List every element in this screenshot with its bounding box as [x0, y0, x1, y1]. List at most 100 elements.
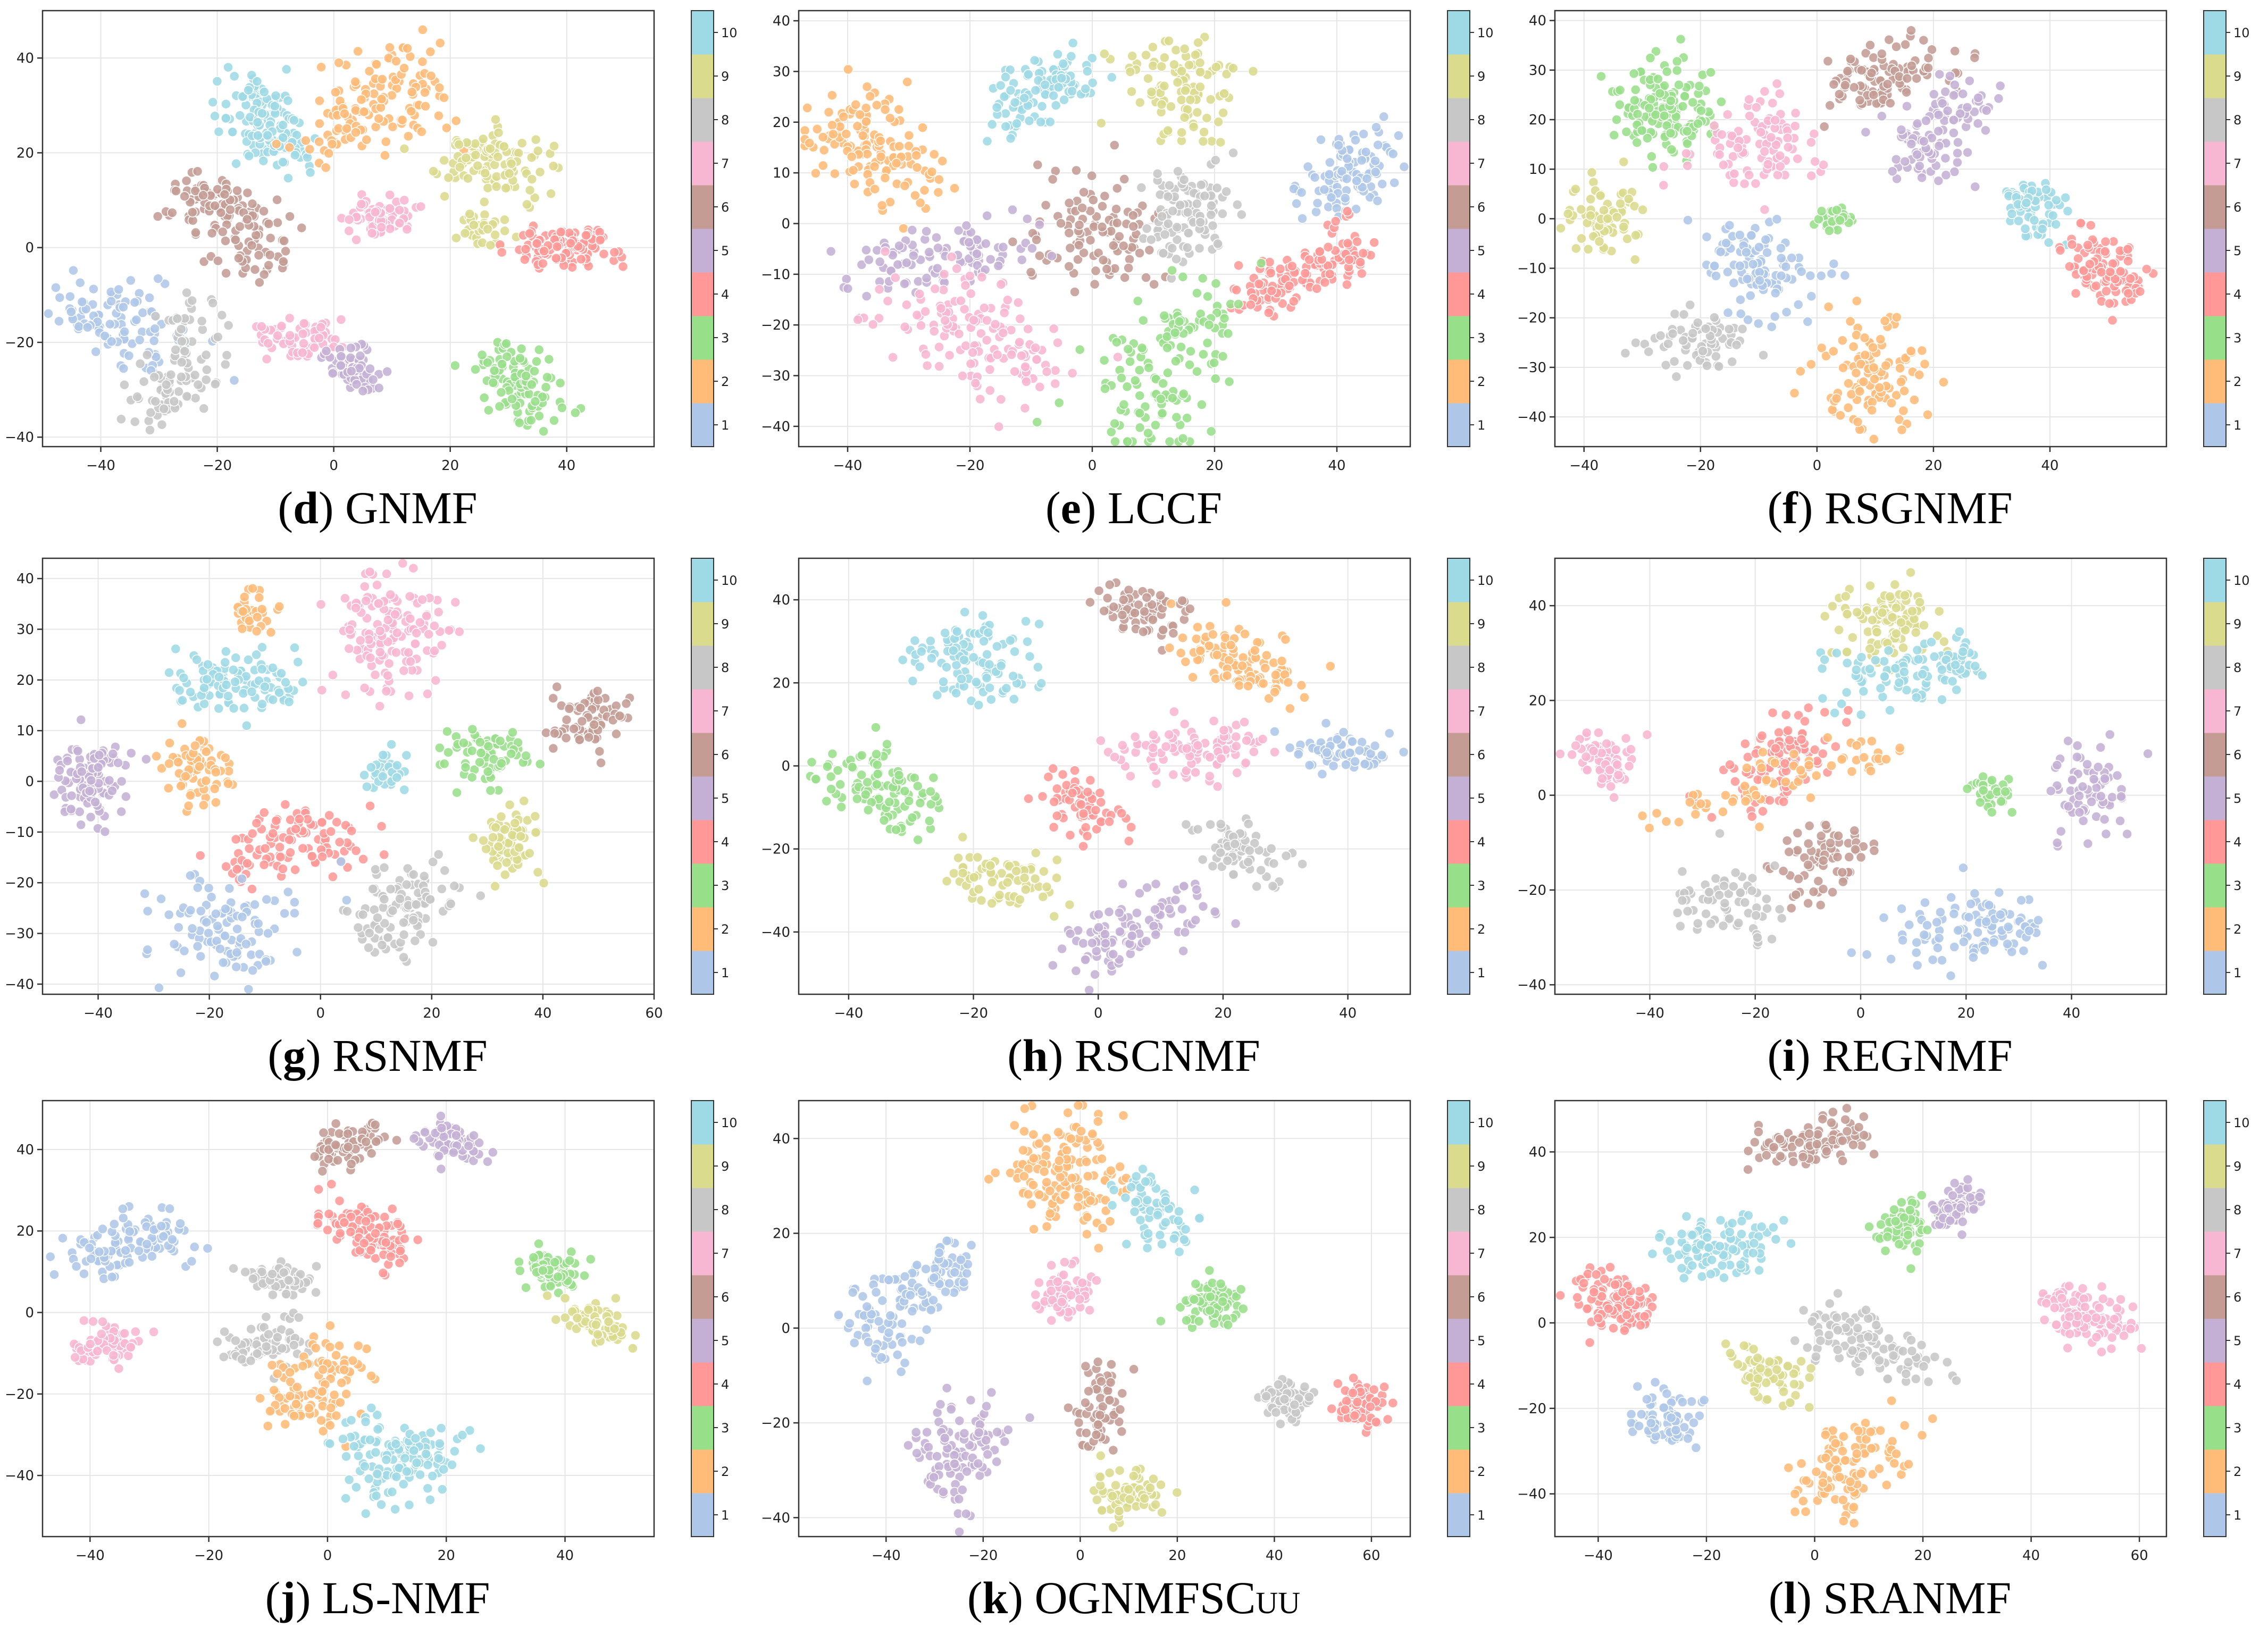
point-class-2 [1208, 629, 1218, 640]
point-class-10 [1001, 683, 1012, 694]
point-class-2 [898, 223, 909, 234]
point-class-8 [138, 376, 149, 387]
point-class-2 [173, 757, 183, 768]
point-class-2 [875, 136, 886, 146]
point-class-1 [336, 856, 347, 867]
point-class-1 [118, 363, 129, 374]
y-tick-label: 10 [16, 723, 34, 739]
point-class-1 [282, 886, 294, 898]
point-class-1 [1780, 261, 1792, 272]
point-class-6 [593, 694, 604, 706]
point-class-9 [499, 225, 510, 237]
point-class-3 [1223, 328, 1234, 339]
point-class-6 [1077, 203, 1087, 213]
point-class-3 [1665, 128, 1676, 139]
y-tick-label: 20 [16, 673, 34, 689]
point-class-1 [249, 899, 260, 910]
point-class-10 [262, 130, 273, 141]
colorbar-segment-9 [691, 54, 714, 98]
point-class-3 [479, 392, 490, 403]
point-class-7 [874, 313, 884, 324]
point-class-5 [141, 754, 152, 765]
point-class-7 [433, 607, 444, 618]
point-class-5 [1953, 137, 1963, 148]
point-class-4 [565, 238, 576, 249]
axes-frame [41, 10, 655, 448]
point-class-6 [1086, 170, 1097, 181]
point-class-5 [351, 379, 362, 390]
point-class-3 [1156, 393, 1166, 405]
point-class-3 [543, 354, 555, 365]
point-class-4 [524, 228, 535, 239]
point-class-4 [1358, 248, 1369, 258]
point-class-8 [445, 899, 456, 909]
point-class-2 [818, 160, 828, 171]
point-class-2 [893, 104, 905, 115]
point-class-10 [2041, 184, 2052, 195]
point-class-9 [514, 842, 524, 853]
point-class-7 [985, 385, 995, 396]
point-class-8 [1171, 254, 1182, 264]
point-class-3 [1614, 85, 1626, 96]
point-class-7 [992, 349, 1003, 360]
point-class-4 [1266, 286, 1277, 296]
point-class-10 [984, 659, 995, 670]
point-class-2 [860, 103, 872, 113]
point-class-6 [1911, 73, 1922, 84]
point-class-10 [256, 664, 267, 675]
point-class-3 [460, 762, 471, 773]
point-class-7 [383, 658, 395, 669]
caption-letter: g [282, 1030, 306, 1081]
point-class-7 [1021, 376, 1032, 387]
point-class-9 [1195, 81, 1206, 93]
point-class-2 [891, 158, 902, 169]
point-class-10 [940, 627, 950, 639]
point-class-5 [842, 283, 853, 294]
point-class-9 [1164, 36, 1174, 46]
point-class-6 [272, 195, 282, 205]
point-class-9 [1221, 69, 1232, 80]
point-class-8 [387, 905, 398, 916]
point-class-5 [107, 785, 118, 796]
point-class-4 [260, 843, 271, 854]
point-class-6 [1923, 53, 1934, 63]
point-class-6 [1882, 79, 1893, 89]
point-class-6 [548, 693, 558, 703]
colorbar-tick-label: 7 [1477, 156, 1485, 171]
point-class-6 [1825, 100, 1835, 111]
point-class-10 [1045, 116, 1056, 128]
point-class-3 [1162, 342, 1173, 353]
caption-method-name: LCCF [1096, 482, 1223, 533]
point-class-5 [1948, 114, 1959, 125]
point-class-2 [450, 115, 462, 126]
point-class-7 [995, 394, 1007, 405]
point-class-3 [856, 750, 867, 761]
point-class-1 [74, 277, 86, 288]
point-class-10 [970, 677, 982, 687]
point-class-1 [215, 943, 225, 954]
point-class-2 [838, 111, 849, 122]
point-class-9 [548, 161, 559, 172]
point-class-1 [1399, 161, 1410, 172]
point-class-2 [841, 129, 852, 139]
point-class-1 [1802, 316, 1813, 327]
point-class-8 [196, 316, 207, 326]
point-class-5 [1933, 125, 1944, 137]
point-class-1 [1370, 166, 1381, 178]
point-class-3 [1661, 66, 1672, 77]
point-class-5 [1877, 111, 1887, 122]
colorbar-tick-label: 6 [1477, 200, 1485, 215]
panel-g: −40 −20 0 20 40 60 −40 −30 −20 −10 0 10 20 30 40 1 2 3 4 5 6… [0, 548, 755, 1026]
point-class-10 [1024, 115, 1035, 127]
point-class-9 [1193, 37, 1203, 48]
point-class-3 [1134, 390, 1145, 401]
point-class-6 [235, 221, 245, 232]
point-class-5 [49, 789, 60, 800]
point-class-5 [1981, 105, 1992, 116]
x-tick-label: 40 [2041, 458, 2058, 474]
point-class-5 [86, 775, 97, 786]
point-class-9 [463, 173, 473, 184]
point-class-6 [1097, 222, 1108, 232]
point-class-2 [1180, 656, 1191, 667]
point-class-7 [399, 195, 410, 206]
